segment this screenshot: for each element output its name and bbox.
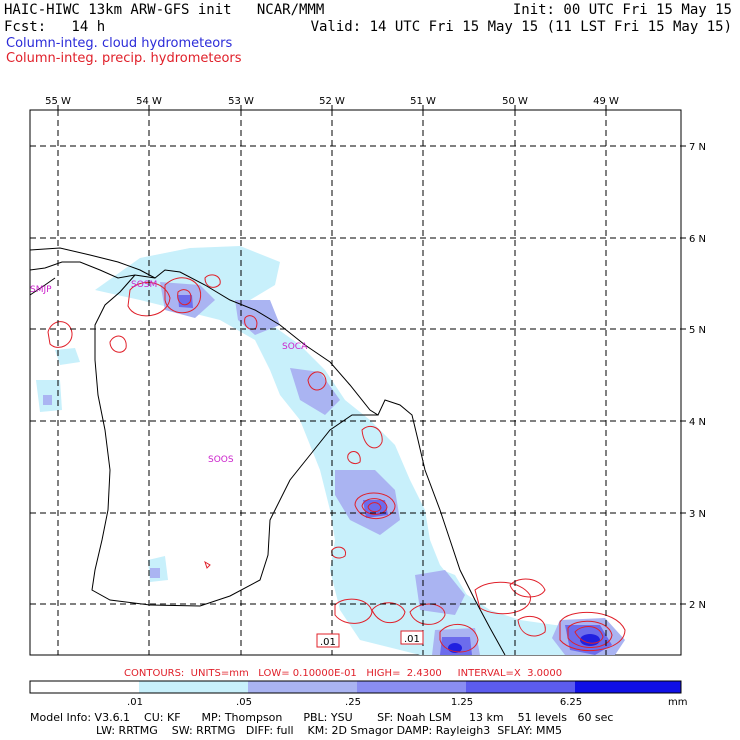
lon-label: 53 W (228, 96, 254, 107)
lon-label: 52 W (319, 96, 345, 107)
lat-label: 6 N (689, 234, 706, 245)
coastline (29, 247, 506, 656)
colorbar-tick: .05 (236, 697, 252, 708)
model-info-line1: Model Info: V3.6.1 CU: KF MP: Thompson P… (30, 711, 614, 724)
lat-label: 5 N (689, 325, 706, 336)
lat-label: 3 N (689, 509, 706, 520)
colorbar: .01 .05 .25 1.25 6.25 mm (29, 680, 687, 708)
precip-contours (47, 274, 626, 653)
lon-label: 49 W (593, 96, 619, 107)
station-label: SMJP (30, 285, 52, 295)
contour-label-box: .01 .01 (316, 630, 424, 648)
lat-label: 2 N (689, 600, 706, 611)
contour-info: CONTOURS: UNITS=mm LOW= 0.10000E-01 HIGH… (124, 668, 562, 679)
lat-label: 7 N (689, 142, 706, 153)
station-label: SOSM (131, 280, 157, 290)
plot-title: HAIC-HIWC 13km ARW-GFS init NCAR/MMM (4, 2, 325, 18)
lat-label: 4 N (689, 417, 706, 428)
lon-label: 54 W (136, 96, 162, 107)
valid-time: Valid: 14 UTC Fri 15 May 15 (11 LST Fri … (310, 19, 732, 35)
contour-label: .01 (320, 637, 336, 648)
init-time: Init: 00 UTC Fri 15 May 15 (512, 2, 732, 18)
colorbar-unit: mm (668, 697, 687, 708)
map-panel: 55 W 54 W 53 W 52 W 51 W 50 W 49 W 7 N 6… (29, 96, 706, 656)
lon-label: 50 W (502, 96, 528, 107)
colorbar-tick: 1.25 (451, 697, 473, 708)
forecast-hour: Fcst: 14 h (4, 19, 106, 35)
legend-cloud: Column-integ. cloud hydrometeors (6, 36, 233, 51)
station-label: SOOS (208, 455, 234, 465)
colorbar-tick: .01 (127, 697, 143, 708)
model-info-line2: LW: RRTMG SW: RRTMG DIFF: full KM: 2D Sm… (96, 724, 562, 737)
graticule (30, 110, 681, 655)
legend-precip: Column-integ. precip. hydrometeors (6, 51, 242, 66)
station-label: SOCA (282, 342, 308, 352)
colorbar-tick: 6.25 (560, 697, 582, 708)
lon-label: 55 W (45, 96, 71, 107)
contour-label: .01 (404, 634, 420, 645)
colorbar-tick: .25 (345, 697, 361, 708)
lon-label: 51 W (410, 96, 436, 107)
